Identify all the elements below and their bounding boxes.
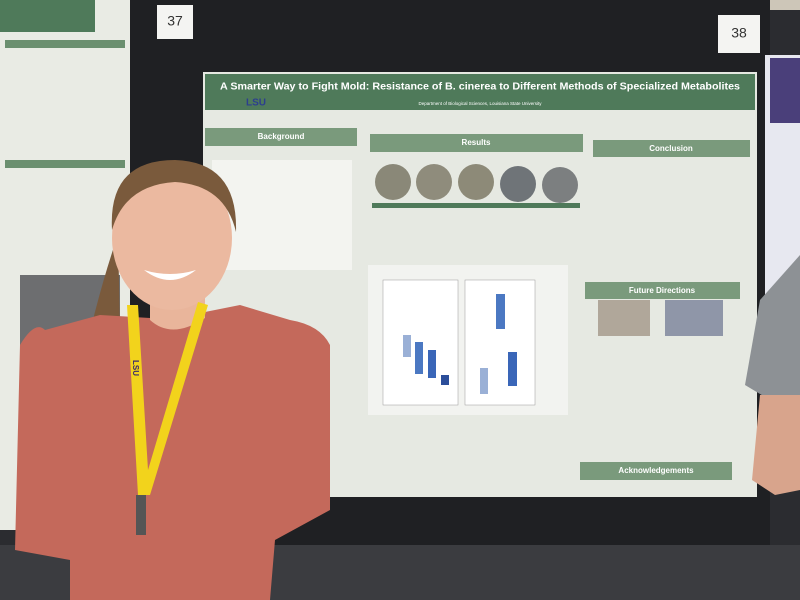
section-title: Conclusion bbox=[649, 144, 693, 153]
neighbor-title-bar bbox=[770, 58, 800, 123]
poster-title-bar bbox=[205, 74, 755, 110]
lanyard bbox=[127, 302, 208, 495]
petri-dishes bbox=[372, 164, 580, 208]
section-header bbox=[370, 134, 583, 152]
section-header bbox=[205, 128, 357, 146]
visitor-arm bbox=[752, 395, 800, 495]
smile bbox=[144, 270, 196, 280]
board-number-card bbox=[157, 5, 193, 39]
neighbor-bar bbox=[5, 160, 125, 168]
section-title: Future Directions bbox=[629, 286, 696, 295]
face bbox=[112, 166, 232, 310]
section-header bbox=[580, 462, 732, 480]
poster-affiliation: Department of Biological Sciences, Louis… bbox=[418, 101, 542, 106]
section-title: Background bbox=[258, 132, 305, 141]
section-header bbox=[593, 140, 750, 157]
section-title: Results bbox=[462, 138, 491, 147]
lanyard-text: LSU bbox=[131, 360, 140, 376]
sweater bbox=[15, 305, 330, 600]
box-plot-figure bbox=[368, 265, 568, 415]
neighbor-title-bar bbox=[0, 0, 95, 32]
poster-title: A Smarter Way to Fight Mold: Resistance … bbox=[220, 82, 740, 93]
poster-logo: LSU bbox=[246, 98, 266, 109]
future-image bbox=[598, 300, 650, 336]
neighbor-bar bbox=[5, 40, 125, 48]
board-number: 38 bbox=[731, 25, 747, 41]
future-image bbox=[665, 300, 723, 336]
board-number-card bbox=[718, 15, 760, 53]
lanyard-clip bbox=[136, 495, 146, 535]
visitor-shirt bbox=[745, 255, 800, 400]
board-number: 37 bbox=[167, 13, 183, 29]
section-header bbox=[585, 282, 740, 299]
hair-top bbox=[111, 160, 237, 232]
section-title: Acknowledgements bbox=[618, 466, 694, 475]
